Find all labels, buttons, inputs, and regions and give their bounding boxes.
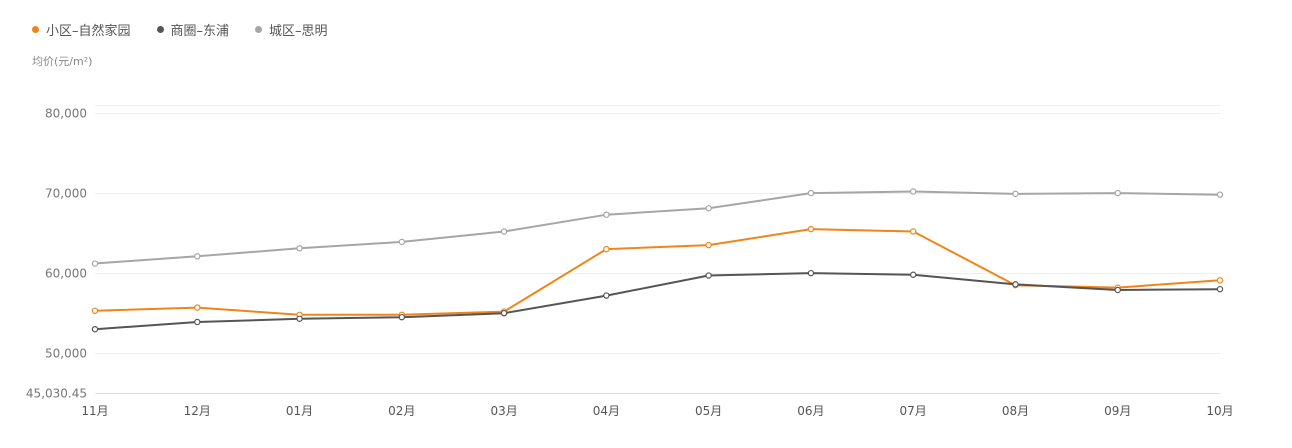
data-point[interactable] [705, 272, 712, 279]
y-tick-label: 80,000 [45, 107, 87, 121]
legend-marker-series-2 [156, 26, 164, 33]
data-point[interactable] [194, 304, 201, 311]
data-point[interactable] [1114, 189, 1121, 197]
y-axis-ticks: 45,030.45 50,000 60,000 70,000 80,000 [26, 107, 87, 401]
data-point[interactable] [296, 245, 303, 252]
data-point[interactable] [194, 253, 201, 260]
y-axis-label: 均价(元/m²) [32, 55, 93, 68]
data-point[interactable] [909, 271, 917, 278]
data-point[interactable] [194, 318, 201, 326]
data-point[interactable] [807, 225, 815, 233]
x-axis-ticks: 11月 12月 01月 02月 03月 04月 05月 06月 07月 08月 09月 10月 [81, 404, 1233, 418]
y-tick-label: 50,000 [45, 347, 87, 361]
data-point[interactable] [807, 189, 815, 197]
series-line [94, 190, 1221, 265]
grid-lines [95, 105, 1220, 394]
legend-label-series-1: 小区–自然家园 [46, 24, 131, 39]
legend-marker-series-3 [255, 26, 263, 33]
legend-item-series-2[interactable]: 商圈–东浦 [156, 20, 230, 39]
legend-label-series-2: 商圈–东浦 [170, 24, 230, 39]
chart-legend: 小区–自然家园 商圈–东浦 城区–思明 [32, 20, 354, 39]
x-tick-label: 08月 [1002, 404, 1029, 418]
data-point[interactable] [909, 188, 917, 195]
y-tick-label: 70,000 [45, 187, 87, 201]
data-point[interactable] [1216, 277, 1224, 284]
data-point[interactable] [603, 211, 610, 218]
legend-marker-series-1 [32, 26, 39, 33]
data-point[interactable] [1114, 286, 1121, 294]
legend-item-series-1[interactable]: 小区–自然家园 [32, 20, 131, 39]
data-point[interactable] [91, 307, 99, 314]
data-point[interactable] [1012, 281, 1019, 288]
x-tick-label: 02月 [388, 404, 415, 418]
x-tick-label: 07月 [900, 404, 927, 418]
series-1 [91, 225, 1224, 318]
data-point[interactable] [398, 238, 406, 246]
series-line [94, 272, 1221, 331]
data-point[interactable] [1012, 190, 1019, 198]
data-point[interactable] [909, 228, 917, 235]
data-point[interactable] [807, 269, 815, 277]
series-3 [91, 188, 1224, 267]
data-point[interactable] [705, 241, 712, 249]
data-point[interactable] [500, 309, 508, 317]
x-tick-label: 03月 [490, 404, 517, 418]
series-line [94, 228, 1221, 316]
data-point[interactable] [1216, 285, 1224, 293]
data-point[interactable] [91, 325, 99, 333]
x-tick-label: 06月 [797, 404, 824, 418]
x-tick-label: 05月 [695, 404, 722, 418]
data-point[interactable] [603, 245, 610, 253]
x-tick-label: 09月 [1104, 404, 1131, 418]
data-point[interactable] [603, 292, 610, 299]
x-tick-label: 01月 [286, 404, 313, 418]
series-2 [91, 269, 1224, 333]
data-point[interactable] [1216, 191, 1224, 198]
x-tick-label: 12月 [184, 404, 211, 418]
y-tick-label: 45,030.45 [26, 387, 87, 401]
legend-label-series-3: 城区–思明 [269, 24, 328, 39]
data-point[interactable] [398, 313, 406, 321]
data-point[interactable] [91, 260, 99, 267]
data-point[interactable] [296, 315, 303, 322]
legend-item-series-3[interactable]: 城区–思明 [255, 20, 328, 39]
y-tick-label: 60,000 [45, 267, 87, 281]
series-lines [91, 188, 1224, 333]
x-tick-label: 04月 [593, 404, 620, 418]
data-point[interactable] [500, 228, 508, 235]
x-tick-label: 11月 [81, 404, 108, 418]
x-tick-label: 10月 [1206, 404, 1233, 418]
data-point[interactable] [705, 205, 712, 212]
